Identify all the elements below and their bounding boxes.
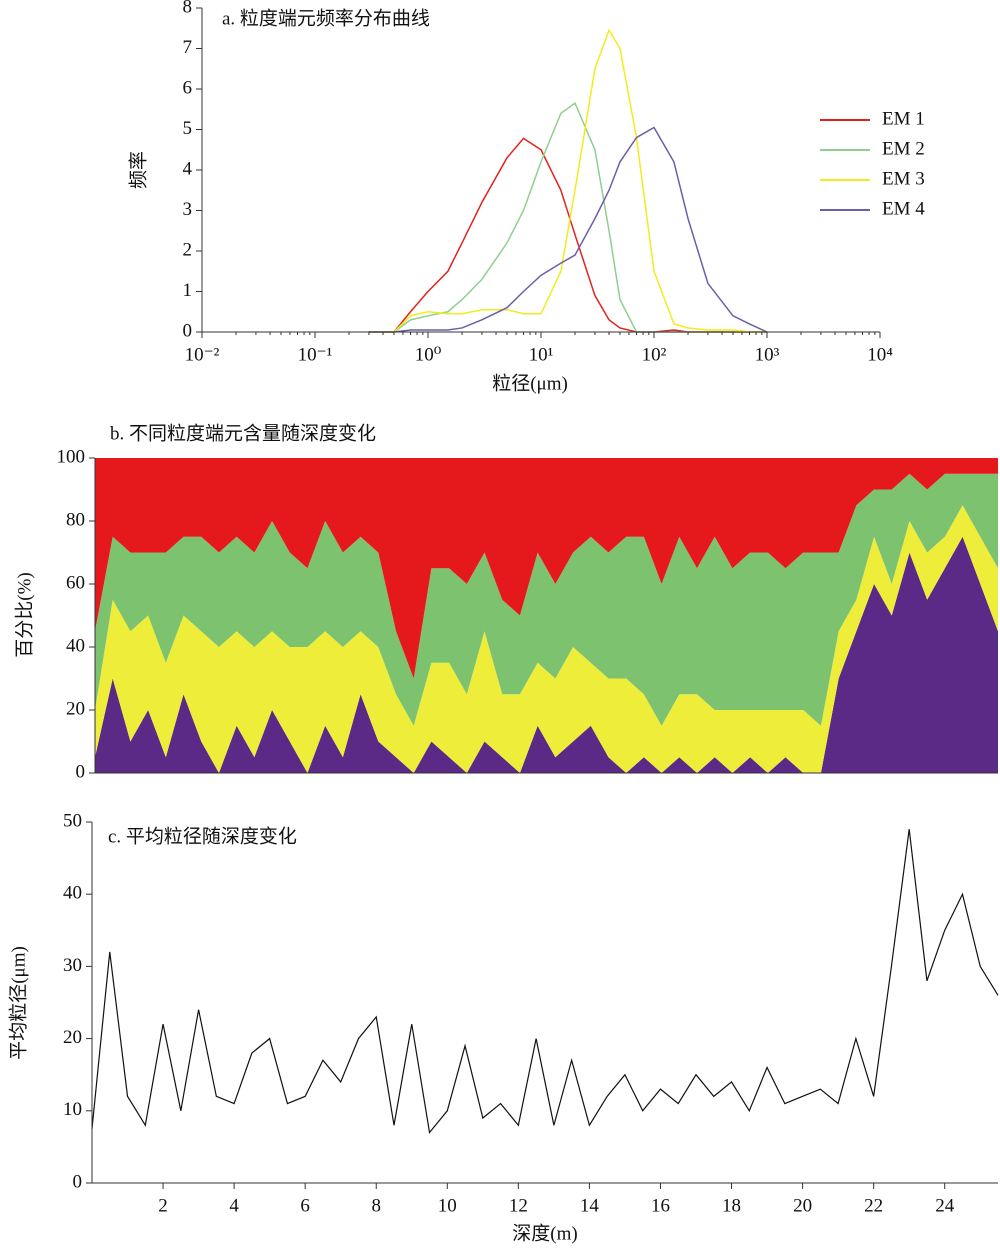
- area: [95, 473, 998, 726]
- y-tick-label: 0: [183, 320, 193, 341]
- line: [368, 126, 768, 333]
- x-axis-label: 粒径(μm): [492, 372, 568, 394]
- area: [95, 536, 998, 773]
- x-axis-label: 深度(m): [512, 1222, 577, 1244]
- y-tick-label: 80: [66, 509, 85, 530]
- legend-label: EM 2: [882, 138, 925, 159]
- x-tick-label: 8: [371, 1195, 381, 1216]
- x-tick-label: 16: [651, 1195, 670, 1216]
- x-tick-label: 10⁴: [867, 344, 893, 365]
- y-tick-label: 5: [183, 118, 193, 139]
- x-tick-label: 24: [935, 1195, 955, 1216]
- y-tick-label: 20: [63, 1027, 82, 1048]
- y-axis-label: 百分比(%): [13, 572, 35, 657]
- line: [368, 137, 767, 333]
- y-tick-label: 30: [63, 955, 82, 976]
- x-tick-label: 22: [864, 1195, 883, 1216]
- x-tick-label: 4: [229, 1195, 239, 1216]
- y-axis-label: 平均粒径(μm): [7, 946, 29, 1060]
- y-axis-label: 频率: [127, 151, 149, 189]
- x-tick-label: 10²: [642, 344, 667, 365]
- legend-label: EM 4: [882, 198, 925, 219]
- x-tick-label: 10⁰: [415, 344, 442, 365]
- y-tick-label: 40: [63, 883, 82, 904]
- x-tick-label: 20: [793, 1195, 812, 1216]
- y-tick-label: 100: [57, 446, 86, 467]
- chart-title: b. 不同粒度端元含量随深度变化: [110, 422, 376, 444]
- legend-label: EM 1: [882, 108, 925, 129]
- y-tick-label: 50: [63, 810, 82, 831]
- y-tick-label: 0: [73, 1171, 83, 1192]
- x-tick-label: 6: [300, 1195, 310, 1216]
- y-tick-label: 40: [66, 635, 85, 656]
- legend-label: EM 3: [882, 168, 925, 189]
- y-tick-label: 10: [63, 1099, 82, 1120]
- area: [95, 505, 998, 773]
- y-tick-label: 60: [66, 572, 85, 593]
- line: [368, 102, 767, 333]
- chart-title: a. 粒度端元频率分布曲线: [222, 7, 430, 29]
- y-tick-label: 2: [183, 239, 193, 260]
- y-tick-label: 8: [183, 0, 193, 17]
- y-tick-label: 6: [183, 77, 193, 98]
- y-tick-label: 3: [183, 199, 193, 220]
- x-tick-label: 10: [438, 1195, 457, 1216]
- x-tick-label: 10¹: [529, 344, 554, 365]
- x-tick-label: 14: [580, 1195, 600, 1216]
- chart-title: c. 平均粒径随深度变化: [108, 825, 297, 847]
- x-tick-label: 18: [722, 1195, 741, 1216]
- line: [91, 829, 999, 1134]
- y-tick-label: 20: [66, 698, 85, 719]
- x-tick-label: 12: [509, 1195, 528, 1216]
- y-tick-label: 4: [183, 158, 193, 179]
- y-tick-label: 7: [183, 37, 193, 58]
- area: [95, 458, 998, 679]
- x-tick-label: 10⁻¹: [298, 344, 333, 365]
- x-tick-label: 10⁻²: [185, 344, 220, 365]
- y-tick-label: 1: [183, 280, 193, 301]
- x-tick-label: 10³: [755, 344, 780, 365]
- line: [368, 28, 767, 333]
- y-tick-label: 0: [76, 761, 86, 782]
- x-tick-label: 2: [158, 1195, 168, 1216]
